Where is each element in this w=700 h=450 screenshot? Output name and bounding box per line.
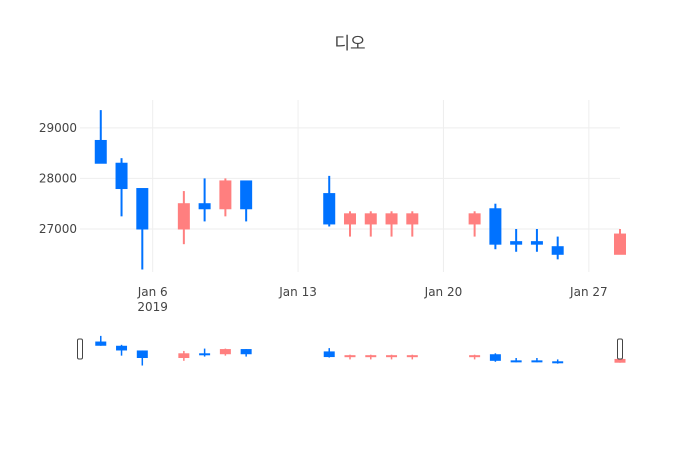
candle-body [94, 139, 107, 164]
candle-body [219, 180, 232, 210]
y-tick-label: 29000 [39, 121, 77, 135]
candle-body [344, 213, 356, 225]
candle-decreasing[interactable] [530, 229, 543, 252]
slider-candle-body [614, 358, 626, 363]
slider-candle [386, 354, 398, 360]
slider-candle-body [116, 345, 128, 351]
slider-candle-body [552, 361, 564, 364]
candle-decreasing[interactable] [489, 203, 502, 250]
candle-decreasing[interactable] [323, 175, 336, 227]
candle-decreasing[interactable] [115, 158, 128, 217]
slider-candle [365, 354, 377, 360]
candle-increasing[interactable] [364, 211, 377, 237]
candle-decreasing[interactable] [240, 180, 253, 222]
candle-decreasing[interactable] [94, 110, 107, 164]
candle-increasing[interactable] [344, 211, 356, 237]
slider-candle [178, 350, 190, 361]
y-tick-label: 28000 [39, 171, 77, 185]
candle-body [614, 233, 626, 255]
slider-candle-body [323, 351, 335, 358]
slider-candle-body [510, 360, 522, 363]
candle-body [115, 162, 128, 190]
slider-candle [489, 353, 501, 362]
candle-body [468, 213, 481, 225]
slider-candle [240, 349, 252, 357]
range-slider-left-handle[interactable] [77, 338, 83, 360]
range-slider[interactable] [77, 335, 626, 366]
candle-increasing[interactable] [468, 211, 481, 237]
candle-body [177, 203, 190, 230]
slider-candle [219, 348, 231, 356]
slider-candle-body [531, 360, 543, 363]
slider-candle [552, 359, 564, 364]
slider-candle-body [469, 355, 481, 358]
candle-increasing[interactable] [406, 211, 419, 237]
x-tick-label: Jan 6 [137, 285, 168, 299]
candle-body [198, 203, 211, 210]
slider-candle-body [219, 349, 231, 355]
slider-candle [323, 348, 335, 358]
x-tick-sublabel: 2019 [137, 300, 168, 314]
slider-candle-body [489, 354, 501, 361]
slider-candle [116, 344, 128, 356]
slider-candle-body [199, 353, 211, 356]
slider-candle [531, 358, 543, 363]
slider-candle-body [136, 350, 148, 358]
slider-candle-body [344, 355, 356, 358]
x-tick-label: Jan 13 [278, 285, 317, 299]
slider-candle [136, 350, 148, 366]
slider-candle-body [386, 355, 398, 358]
candle-decreasing[interactable] [136, 188, 149, 270]
candle-increasing[interactable] [614, 229, 626, 255]
slider-candle [344, 354, 356, 360]
candle-decreasing[interactable] [510, 229, 523, 252]
range-slider-right-handle[interactable] [617, 338, 623, 360]
y-tick-label: 27000 [39, 222, 77, 236]
candle-body [240, 180, 253, 210]
candle-body [406, 213, 419, 225]
candle-increasing[interactable] [385, 211, 398, 237]
candle-body [530, 241, 543, 245]
candle-body [323, 193, 336, 225]
candle-body [510, 241, 523, 245]
slider-candle [199, 348, 211, 357]
candle-body [364, 213, 377, 225]
x-tick-label: Jan 20 [424, 285, 463, 299]
slider-candle-body [240, 349, 252, 355]
slider-candle-body [178, 353, 190, 358]
candle-body [385, 213, 398, 225]
candle-increasing[interactable] [177, 191, 190, 245]
grid-layer [80, 100, 620, 272]
slider-candle [95, 335, 107, 346]
slider-candle-body [365, 355, 377, 358]
candle-body [489, 208, 502, 245]
slider-candle [510, 358, 522, 363]
slider-candle [469, 354, 481, 360]
slider-candle-body [95, 341, 107, 346]
x-tick-label: Jan 27 [569, 285, 608, 299]
candle-body [551, 246, 564, 255]
candle-layer [94, 110, 626, 270]
candle-body [136, 188, 149, 230]
slider-candle [406, 354, 418, 360]
slider-candle-body [406, 355, 418, 358]
candle-decreasing[interactable] [551, 236, 564, 260]
candle-decreasing[interactable] [198, 178, 211, 222]
chart-title: 디오 [334, 34, 365, 54]
candle-increasing[interactable] [219, 178, 232, 217]
